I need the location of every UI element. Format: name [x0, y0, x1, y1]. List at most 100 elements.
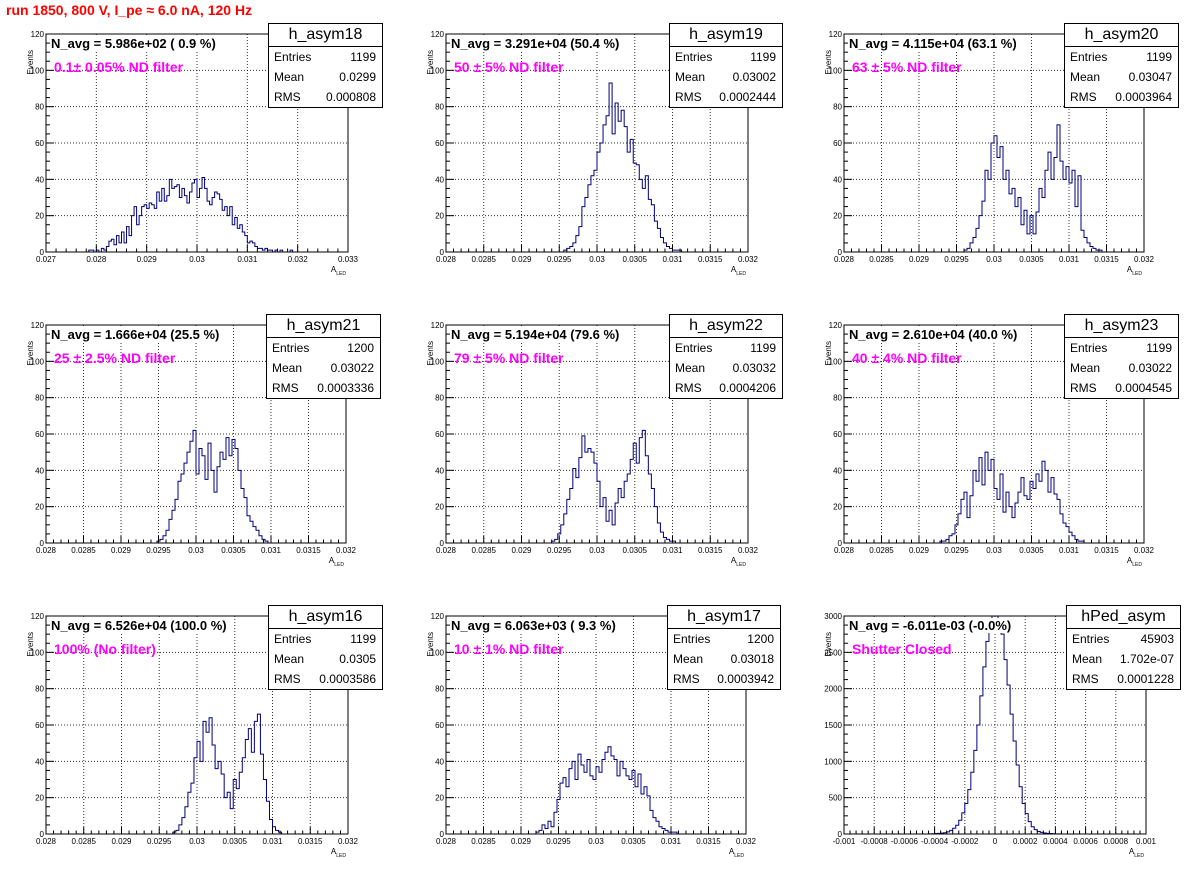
- histogram-bin: [238, 470, 241, 543]
- histogram-panel-h_asym22: 0.028 0.0285 0.029 0.0295 0.03 0.0305 0.031 0.0…: [400, 291, 798, 581]
- x-tick-label: 0.029: [111, 837, 132, 846]
- y-tick-label: 80: [435, 103, 444, 112]
- stats-row-entries: Entries 1199: [269, 629, 382, 649]
- histogram-bin: [172, 510, 175, 543]
- stats-row-mean: Mean 0.03002: [670, 67, 782, 87]
- x-tick-label: 0.0295: [944, 255, 969, 264]
- stats-label: Mean: [1072, 652, 1103, 666]
- histogram-plot: -0.001 -0.0008 -0.0006 -0.0004 -0.0002 0 0.000…: [824, 612, 1157, 859]
- histogram-bin: [1060, 514, 1063, 543]
- histogram-bin: [263, 780, 266, 835]
- stats-label: Mean: [272, 361, 303, 375]
- histogram-bin: [642, 430, 645, 543]
- histogram-bin: [1010, 714, 1013, 834]
- histogram-bin: [596, 767, 599, 834]
- x-axis-label: ALED: [331, 847, 346, 859]
- histogram-bin: [629, 780, 632, 835]
- x-tick-label: 0.0305: [623, 255, 648, 264]
- y-tick-label: 20: [833, 212, 842, 221]
- filter-label: 25 ± 2.5% ND filter: [54, 350, 176, 366]
- histogram-bin: [621, 110, 624, 252]
- x-tick-label: 0.027: [36, 255, 57, 264]
- stats-row-mean: Mean 0.03018: [668, 649, 780, 669]
- x-tick-label: 0.031: [261, 546, 282, 555]
- histogram-bin: [977, 725, 980, 834]
- histogram-bin: [654, 221, 657, 252]
- y-tick-label: 100: [31, 66, 45, 75]
- histogram-bin: [1042, 198, 1045, 253]
- stats-label: RMS: [1072, 672, 1099, 686]
- histogram-bin: [215, 769, 218, 834]
- histogram-bin: [184, 463, 187, 543]
- histogram-bin: [224, 798, 227, 834]
- histogram-bin: [1012, 188, 1015, 252]
- histogram-bin: [611, 756, 614, 834]
- histogram-bin: [618, 489, 621, 544]
- histogram-bin: [221, 774, 224, 834]
- x-tick-label: 0.029: [909, 546, 930, 555]
- histogram-bin: [1003, 179, 1006, 252]
- y-tick-label: 40: [35, 175, 44, 184]
- histogram-bin: [191, 783, 194, 834]
- stats-label: Entries: [1070, 341, 1108, 355]
- histogram-bin: [217, 194, 220, 252]
- histogram-bin: [994, 489, 997, 544]
- histogram-bin: [976, 481, 979, 543]
- stats-value: 0.03018: [730, 652, 774, 666]
- histogram-bin: [660, 237, 663, 252]
- y-tick-label: 40: [833, 175, 842, 184]
- stats-value: 0.0001228: [1117, 672, 1174, 686]
- stats-value: 0.0003942: [717, 672, 774, 686]
- filter-label: 50 ± 5% ND filter: [454, 59, 564, 75]
- histogram-bin: [127, 227, 130, 252]
- histogram-bin: [563, 778, 566, 834]
- x-tick-label: 0.031: [262, 837, 283, 846]
- stats-value: 0.0004545: [1115, 381, 1172, 395]
- histogram-bin: [1087, 243, 1090, 252]
- x-tick-label: 0.0305: [1019, 546, 1044, 555]
- x-tick-label: 0.032: [1134, 255, 1155, 264]
- histogram-bin: [630, 139, 633, 252]
- histogram-bin: [952, 534, 955, 543]
- histogram-bin: [244, 498, 247, 543]
- histogram-bin: [666, 247, 669, 252]
- stats-value: 0.03047: [1128, 70, 1172, 84]
- histogram-bin: [245, 740, 248, 834]
- histogram-bin: [241, 489, 244, 544]
- stats-value: 1200: [347, 341, 374, 355]
- x-tick-label: 0.03: [589, 546, 605, 555]
- stats-label: Entries: [673, 632, 711, 646]
- histogram-bin: [1021, 225, 1024, 252]
- histogram-bin: [627, 152, 630, 252]
- y-tick-label: 0: [40, 248, 45, 257]
- stats-value: 1199: [350, 50, 376, 64]
- histogram-bin: [169, 179, 172, 252]
- x-tick-label: 0.029: [511, 255, 532, 264]
- stats-label: RMS: [274, 672, 301, 686]
- y-tick-label: 80: [435, 394, 444, 403]
- stats-row-entries: Entries 1199: [670, 47, 782, 67]
- x-tick-label: 0.0285: [72, 837, 97, 846]
- x-tick-label: 0.031: [662, 255, 683, 264]
- histogram-bin: [1006, 492, 1009, 543]
- x-tick-label: 0.031: [1059, 255, 1080, 264]
- stats-value: 0.0305: [339, 652, 376, 666]
- x-axis-label: ALED: [331, 265, 346, 277]
- histogram-bin: [1063, 179, 1066, 252]
- histogram-panel-h_asym19: 0.028 0.0285 0.029 0.0295 0.03 0.0305 0.031 0.0…: [400, 0, 798, 290]
- histogram-bin: [1007, 685, 1010, 834]
- histogram-bin: [137, 225, 140, 252]
- stats-row-mean: Mean 0.03047: [1065, 67, 1178, 87]
- histogram-bin: [609, 83, 612, 252]
- histogram-bin: [979, 458, 982, 543]
- x-tick-label: 0.029: [111, 546, 132, 555]
- histogram-bin: [1039, 481, 1042, 543]
- x-tick-label: 0.0285: [869, 546, 894, 555]
- x-tick-label: 0.032: [736, 837, 757, 846]
- x-tick-label: 0.0295: [546, 837, 571, 846]
- y-tick-label: 60: [35, 430, 44, 439]
- x-tick-label: 0.029: [511, 546, 532, 555]
- x-tick-label: 0.032: [288, 255, 309, 264]
- histogram-plot: 0.028 0.0285 0.029 0.0295 0.03 0.0305 0.031 0.0…: [426, 30, 759, 277]
- histogram-bin: [617, 776, 620, 834]
